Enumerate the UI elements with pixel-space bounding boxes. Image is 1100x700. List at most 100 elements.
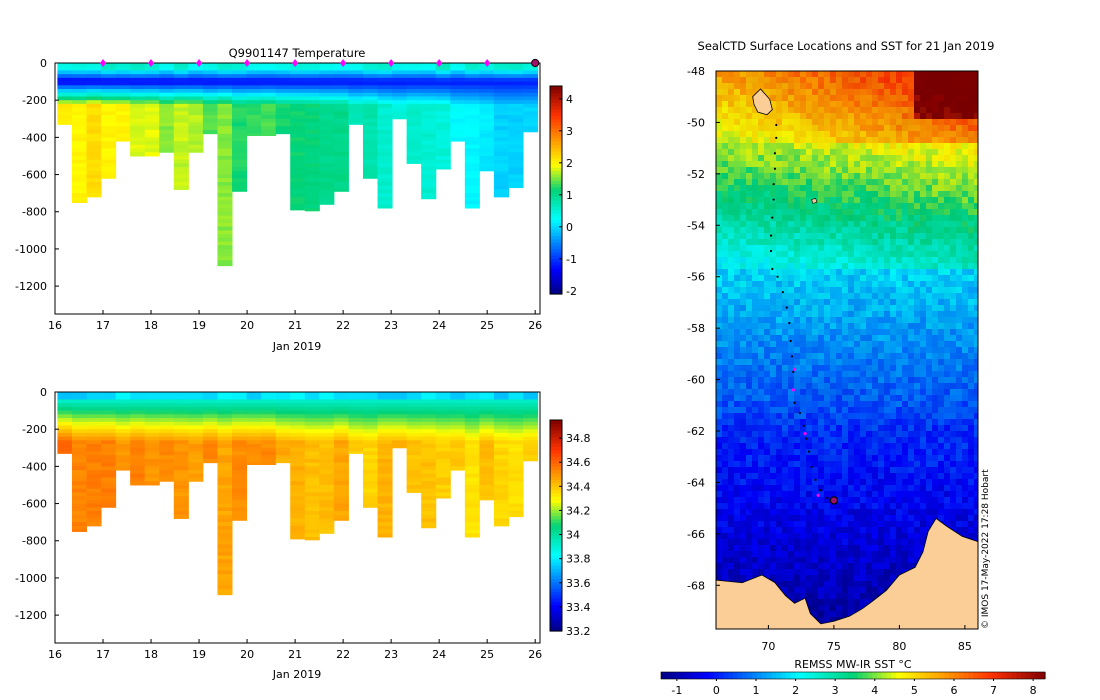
sst-cell [860, 371, 867, 378]
sst-cell [962, 407, 969, 414]
section-cell [71, 395, 88, 400]
sst-cell [968, 335, 975, 342]
sst-cell [758, 263, 765, 270]
section-cell [435, 167, 451, 170]
sst-cell [764, 221, 771, 228]
sst-cell [944, 101, 951, 108]
section-cell [421, 189, 437, 194]
section-cell [304, 163, 320, 168]
section-cell [450, 66, 466, 71]
section-cell [377, 421, 393, 426]
sst-cell [818, 275, 825, 282]
section-cell [71, 133, 88, 138]
colorbar-band [550, 287, 562, 292]
section-cell [144, 118, 160, 123]
sst-cell [872, 449, 879, 456]
sst-cell [722, 203, 729, 210]
section-cell [173, 440, 189, 445]
sst-cell [944, 239, 951, 246]
section-cell [275, 436, 291, 441]
section-cell [188, 92, 204, 97]
section-cell [392, 63, 408, 68]
section-cell [450, 432, 466, 438]
section-cell [508, 436, 524, 441]
sst-cell [824, 317, 831, 324]
section-cell [362, 89, 379, 94]
sst-cell [824, 245, 831, 252]
sst-cell [764, 239, 771, 246]
section-cell [217, 440, 233, 445]
sst-cell [854, 281, 861, 288]
sst-cell [860, 131, 867, 138]
sst-cell [968, 299, 975, 306]
sst-cell [938, 383, 945, 390]
sst-cell [734, 419, 741, 426]
sst-cell [854, 347, 861, 354]
section-cell [464, 425, 480, 430]
section-cell [421, 193, 437, 198]
sst-cell [764, 293, 771, 300]
sst-cell [788, 149, 795, 156]
sst-cell [782, 251, 789, 258]
sst-cell [932, 395, 939, 402]
sst-cell [722, 365, 729, 372]
section-cell [406, 414, 422, 419]
colorbar-band [550, 502, 562, 507]
sst-cell [812, 329, 819, 336]
section-cell [217, 133, 233, 138]
sst-cell [716, 89, 723, 96]
sst-cell [788, 137, 795, 144]
section-cell [421, 421, 437, 426]
sst-cell [770, 407, 777, 414]
sst-cell [962, 401, 969, 408]
section-cell [493, 148, 509, 153]
sst-cell [818, 215, 825, 222]
sst-cell [776, 71, 783, 78]
section-cell [523, 447, 539, 452]
sst-cell [956, 353, 963, 360]
sst-cell [812, 377, 819, 384]
section-cell [377, 129, 393, 135]
y-tick-label: -400 [22, 460, 47, 473]
sst-cell [806, 125, 813, 132]
section-cell [508, 410, 524, 415]
sst-cell [968, 161, 975, 168]
sst-cell [800, 323, 807, 330]
sst-cell [848, 323, 855, 330]
sst-cell [830, 281, 837, 288]
section-cell [304, 92, 320, 97]
sst-cell [950, 317, 957, 324]
sst-cell [962, 383, 969, 390]
sst-cell [806, 317, 813, 324]
section-cell [377, 70, 393, 75]
sst-cell [728, 77, 735, 84]
sst-cell [866, 449, 873, 456]
sst-cell [722, 119, 729, 126]
section-cell [290, 488, 306, 493]
sst-cell [824, 431, 831, 438]
sst-cell [902, 179, 909, 186]
section-cell [479, 144, 495, 150]
sst-cell [854, 365, 861, 372]
sst-cell [806, 347, 813, 354]
section-cell [508, 496, 524, 501]
sst-cell [764, 269, 771, 276]
sst-cell [800, 365, 807, 372]
section-cell [406, 418, 422, 423]
section-cell [406, 107, 422, 112]
sst-cell [758, 125, 765, 132]
sst-cell [890, 173, 897, 180]
sst-cell [860, 425, 867, 432]
sst-cell [878, 113, 885, 120]
sst-cell [872, 299, 879, 306]
sst-cell [848, 215, 855, 222]
sst-cell [944, 263, 951, 270]
sst-cell [734, 323, 741, 330]
sst-cell [920, 143, 927, 150]
section-cell [217, 574, 233, 579]
sst-cell [740, 263, 747, 270]
section-cell [362, 174, 379, 179]
section-cell [275, 85, 291, 90]
sst-cell [908, 425, 915, 432]
section-cell [202, 440, 218, 445]
